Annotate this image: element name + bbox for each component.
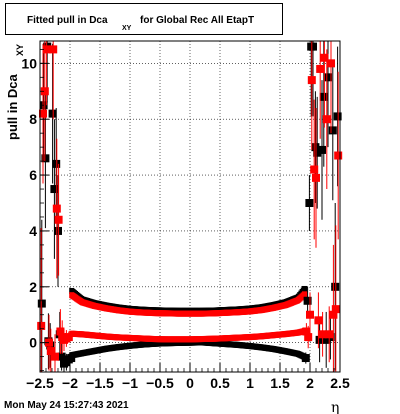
x-axis-label: η (331, 400, 339, 414)
data-point (306, 310, 314, 319)
x-tick-label: −1 (122, 375, 138, 391)
x-tick-label: 0.5 (210, 375, 230, 391)
y-tick-label: 2 (29, 279, 37, 295)
data-point (307, 76, 316, 85)
data-point (333, 112, 342, 121)
data-point (302, 327, 311, 336)
timestamp: Mon May 24 15:27:43 2021 (4, 400, 129, 411)
data-point (313, 148, 322, 157)
data-point (51, 352, 59, 361)
grid-lines (40, 41, 340, 372)
axis-ticks (39, 48, 341, 372)
data-point (314, 316, 323, 325)
data-point (301, 354, 310, 363)
data-point (41, 154, 50, 163)
data-point (42, 45, 51, 54)
data-point (64, 333, 73, 342)
y-axis-label-sub: XY (15, 44, 25, 56)
data-point (328, 126, 337, 135)
data-point (54, 215, 63, 224)
data-point (304, 333, 313, 342)
data-point (316, 64, 325, 73)
data-point (303, 296, 312, 305)
y-tick-label: 10 (21, 55, 37, 71)
data-point (37, 299, 46, 308)
data-point (334, 151, 343, 160)
data-point (52, 159, 61, 168)
data-point (305, 199, 314, 208)
x-tick-label: −2 (62, 375, 78, 391)
x-tick-label: −1.5 (86, 375, 114, 391)
x-tick-label: 1.5 (270, 375, 290, 391)
y-axis-label: pull in Dca (5, 74, 20, 141)
title-rest: for Global Rec All EtapT (140, 15, 254, 26)
data-point (56, 327, 65, 336)
data-point (325, 330, 334, 339)
data-point (315, 335, 324, 344)
data-point (322, 335, 331, 344)
tick-labels: −2.5 −2 −1.5 −1 −0.5 0 0.5 1 1.5 2 2.5 0 2 4 6 8 10 (21, 55, 350, 391)
data-point (40, 87, 49, 96)
data-point (52, 204, 61, 213)
data-point (48, 109, 57, 118)
x-tick-label: −2.5 (26, 375, 54, 391)
x-tick-label: 0 (186, 375, 194, 391)
data-point (67, 354, 76, 363)
data-point (331, 305, 340, 314)
data-point (37, 321, 46, 330)
x-tick-label: −0.5 (146, 375, 174, 391)
data-point (310, 165, 319, 174)
chart-title: Fitted pull in Dca XY for Global Rec All… (27, 15, 254, 32)
data-point (324, 73, 332, 82)
data-point (322, 115, 331, 124)
data-point (312, 173, 320, 182)
data-point (329, 310, 338, 319)
data-point (327, 59, 335, 68)
band-marker (302, 285, 308, 292)
data-point (318, 330, 327, 339)
data-point (39, 109, 47, 118)
data-point (49, 45, 58, 54)
data-point (331, 282, 340, 291)
x-tick-label: 1 (246, 375, 254, 391)
data-point (309, 42, 317, 51)
y-tick-label: 8 (29, 111, 37, 127)
central-bands (69, 285, 308, 360)
title-main: Fitted pull in Dca (27, 15, 108, 26)
edge-points (37, 41, 343, 372)
x-tick-label: 2.5 (330, 375, 350, 391)
x-tick-label: 2 (306, 375, 314, 391)
data-point (319, 92, 328, 101)
y-tick-label: 6 (29, 167, 37, 183)
data-point (318, 145, 326, 154)
y-tick-label: 0 (29, 335, 37, 351)
data-point (54, 226, 62, 235)
data-point (46, 347, 55, 356)
band-marker (302, 291, 308, 298)
data-point (320, 53, 329, 62)
data-point (57, 352, 66, 361)
title-sub: XY (122, 25, 132, 32)
chart-title-box: Fitted pull in Dca XY for Global Rec All… (5, 3, 283, 35)
data-point (311, 143, 320, 152)
data-point (50, 185, 59, 194)
y-tick-label: 4 (29, 223, 37, 239)
